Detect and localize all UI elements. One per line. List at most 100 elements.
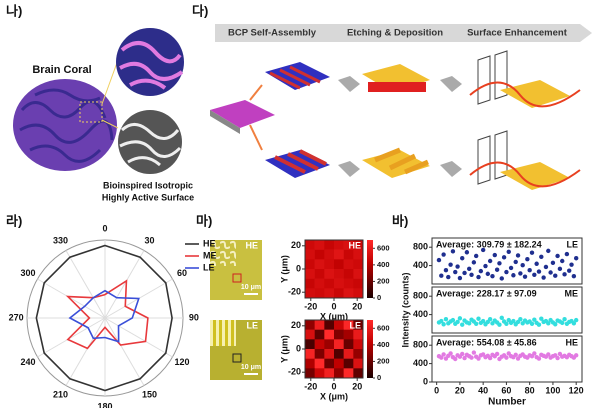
heatmap-cell [334, 249, 344, 260]
grid-line [65, 250, 106, 319]
annotation: Average: 554.08 ± 45.86 [436, 337, 537, 347]
heatmap-cell [314, 339, 325, 350]
x-tick-label: 0 [434, 385, 439, 395]
heatmap-cell [343, 358, 354, 369]
heatmap-cell [314, 288, 325, 299]
data-point [473, 253, 479, 259]
data-point [562, 272, 567, 277]
data-point [485, 271, 491, 277]
heatmap-cell [324, 358, 335, 369]
x-tick-label: 0 [331, 301, 336, 311]
coral-illustration [13, 28, 184, 174]
image-tag: HE [245, 240, 258, 250]
step-label: BCP Self-Assembly [228, 28, 317, 39]
y-tick-label: 800 [413, 242, 428, 252]
heatmap-cell [324, 278, 335, 289]
data-point [480, 247, 486, 253]
heatmap-cell [305, 249, 315, 260]
data-point [520, 262, 525, 268]
x-tick-label: 100 [545, 385, 560, 395]
data-point [534, 261, 539, 266]
data-point [469, 355, 474, 360]
y-tick-label: -20 [288, 367, 301, 377]
process-arrow [215, 24, 592, 42]
data-point [513, 352, 518, 358]
colorbar-tick-label: 400 [377, 260, 390, 269]
data-point [443, 268, 449, 273]
data-point [546, 321, 551, 326]
data-point [539, 316, 544, 321]
y-tick-label: 400 [413, 260, 428, 270]
x-tick-label: 40 [478, 385, 488, 395]
colorbar-tick-label: 600 [377, 323, 390, 332]
data-point [490, 273, 495, 279]
data-point [506, 249, 511, 254]
series-tag: ME [565, 288, 579, 298]
data-point [553, 273, 558, 278]
data-point [487, 258, 493, 264]
caption-line: Bioinspired Isotropic [103, 180, 193, 190]
data-point [473, 321, 479, 326]
data-point [462, 270, 467, 276]
heatmap-cell [343, 259, 354, 270]
data-point [446, 274, 451, 280]
y-tick-label: 20 [291, 240, 301, 250]
y-tick-label: 0 [296, 343, 301, 353]
heatmap-cell [324, 368, 335, 379]
heatmap-cell [305, 320, 315, 330]
heatmap-cell [353, 249, 364, 260]
coral-title: Brain Coral [32, 64, 91, 76]
annotation: Average: 228.17 ± 97.09 [436, 288, 537, 298]
data-point [453, 356, 458, 362]
angle-label: 150 [142, 389, 157, 399]
heatmap-cell [314, 249, 325, 260]
panel-label: 나) [6, 3, 22, 18]
heatmap-cell [334, 329, 344, 340]
process-illustration [210, 50, 581, 190]
heatmap-cell [343, 288, 354, 299]
heatmap-cell [334, 269, 344, 279]
angle-label: 210 [53, 389, 68, 399]
heatmap-cell [314, 368, 325, 379]
heatmap-cell [314, 278, 325, 289]
x-tick-label: 0 [331, 381, 336, 391]
data-point [541, 275, 546, 280]
heatmap-cell [343, 278, 354, 289]
data-point [455, 319, 460, 325]
data-point [515, 253, 521, 258]
data-point [548, 270, 553, 275]
heatmap-cell [334, 278, 344, 289]
heatmap-cell [334, 368, 344, 379]
data-point [460, 351, 465, 357]
data-point [455, 264, 460, 269]
heatmap-cell [305, 240, 315, 250]
heatmap-cell [324, 349, 335, 359]
legend-label: ME [203, 250, 217, 260]
data-point [497, 261, 502, 266]
colorbar-tick-label: 200 [377, 276, 390, 285]
colorbar [367, 240, 373, 298]
heatmap-cell [305, 259, 315, 270]
heatmap-cell [305, 278, 315, 289]
data-point [469, 272, 474, 277]
data-point [529, 250, 535, 255]
heatmap-cell [353, 368, 364, 379]
y-tick-label: 800 [413, 291, 428, 301]
data-point [532, 351, 537, 356]
data-point [529, 321, 535, 326]
x-axis-label: Number [488, 397, 526, 408]
grid-line [104, 317, 173, 358]
data-point [450, 317, 456, 323]
heatmap-cell [324, 249, 335, 260]
data-point [439, 355, 444, 360]
data-point [560, 320, 565, 326]
heatmap-cell [334, 259, 344, 270]
angle-label: 30 [144, 235, 154, 245]
scale-bar-label: 10 μm [241, 364, 261, 371]
data-point [448, 262, 453, 267]
heatmap-cell [343, 329, 354, 340]
x-tick-label: -20 [304, 381, 317, 391]
panel-label: 바) [392, 213, 408, 228]
data-point [460, 322, 465, 327]
